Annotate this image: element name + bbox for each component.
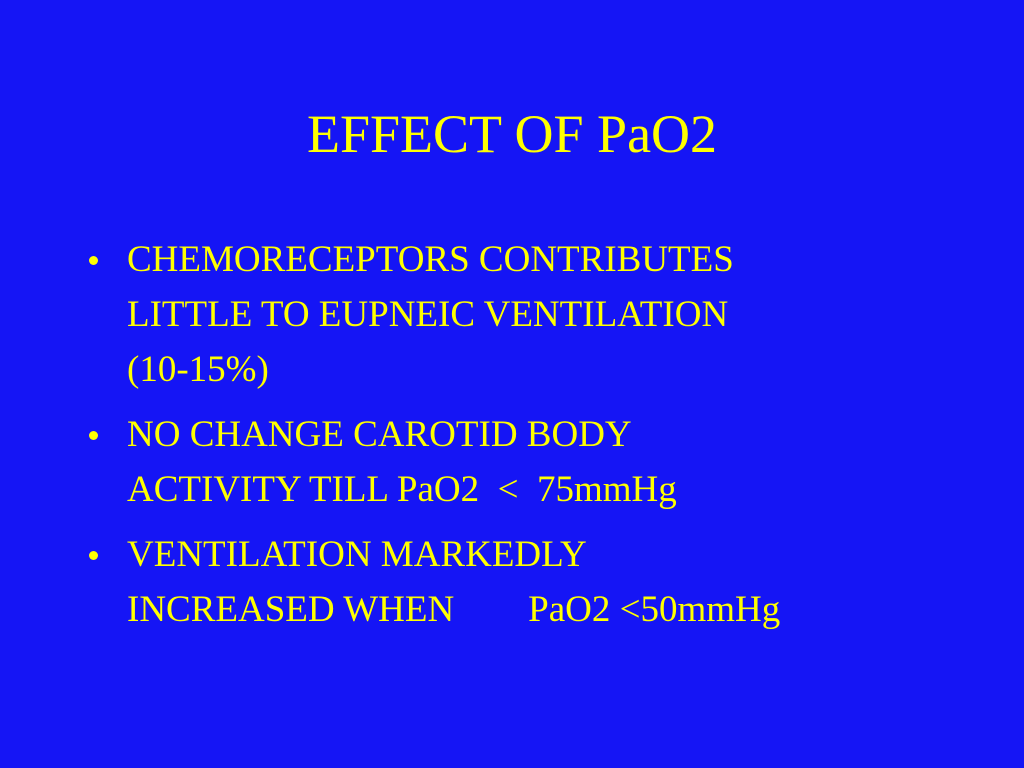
- bullet-dot: [89, 431, 98, 440]
- bullet-list: CHEMORECEPTORS CONTRIBUTES LITTLE TO EUPN…: [80, 232, 1000, 647]
- bullet-text-line: CHEMORECEPTORS CONTRIBUTES: [127, 239, 734, 280]
- bullet-text-line: INCREASED WHEN PaO2 <50mmHg: [127, 589, 781, 630]
- bullet-item: CHEMORECEPTORS CONTRIBUTES LITTLE TO EUPN…: [80, 232, 1000, 397]
- bullet-item: NO CHANGE CAROTID BODY ACTIVITY TILL PaO2…: [80, 407, 1000, 517]
- bullet-item: VENTILATION MARKEDLY INCREASED WHEN PaO2 …: [80, 527, 1000, 637]
- bullet-text-line: ACTIVITY TILL PaO2 < 75mmHg: [127, 469, 677, 510]
- bullet-text-line: (10-15%): [127, 349, 269, 390]
- bullet-dot: [89, 551, 98, 560]
- bullet-text-line: LITTLE TO EUPNEIC VENTILATION: [127, 294, 729, 335]
- slide-title: EFFECT OF PaO2: [306, 104, 718, 164]
- bullet-text-line: VENTILATION MARKEDLY: [127, 534, 587, 575]
- bullet-dot: [89, 256, 98, 265]
- bullet-text-line: NO CHANGE CAROTID BODY: [127, 414, 632, 455]
